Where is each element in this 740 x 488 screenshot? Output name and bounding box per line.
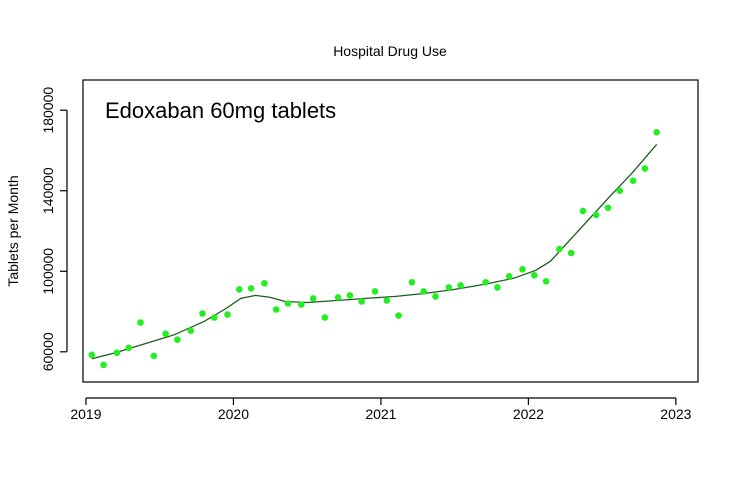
data-point: [137, 319, 144, 326]
data-point: [298, 301, 305, 308]
y-tick-label: 140000: [40, 167, 56, 214]
data-point: [272, 306, 280, 313]
data-point: [346, 292, 354, 299]
y-tick-label: 60000: [40, 332, 56, 371]
data-point: [236, 286, 243, 293]
trend-line: [91, 143, 658, 360]
plot-frame: [82, 79, 699, 383]
series-layer: [88, 129, 660, 369]
data-point: [408, 279, 416, 286]
data-point: [629, 177, 637, 184]
data-point: [100, 361, 107, 369]
data-point: [592, 211, 600, 219]
data-point: [505, 273, 513, 280]
data-point: [395, 312, 402, 319]
x-tick-label: 2022: [513, 406, 544, 422]
data-point: [616, 187, 624, 194]
data-point: [383, 297, 391, 304]
data-point: [494, 284, 501, 291]
data-point: [432, 293, 439, 300]
x-tick-label: 2021: [365, 406, 396, 422]
data-point: [113, 349, 121, 357]
data-point: [542, 278, 550, 285]
data-point: [162, 330, 169, 338]
data-point: [247, 285, 255, 292]
x-tick-label: 2023: [660, 406, 691, 422]
data-point: [150, 352, 158, 360]
data-point: [420, 288, 428, 295]
x-tick-label: 2020: [218, 406, 249, 422]
x-tick-label: 2019: [70, 406, 101, 422]
data-point: [334, 294, 342, 301]
data-point: [88, 351, 96, 359]
data-point: [579, 207, 587, 215]
data-point: [604, 204, 612, 212]
y-tick-label: 100000: [40, 248, 56, 295]
data-point: [371, 288, 379, 295]
data-point: [224, 311, 231, 318]
data-point: [457, 282, 464, 289]
data-point: [567, 249, 575, 257]
y-axis-label: Tablets per Month: [5, 175, 21, 286]
data-point: [641, 165, 649, 172]
data-point: [125, 344, 132, 352]
axes-group: 2019 2020 2021 2022 2023 60000 100000 140000 180…: [40, 87, 692, 422]
data-point: [445, 284, 453, 291]
data-point: [653, 129, 660, 136]
data-point: [187, 327, 194, 335]
data-point: [199, 310, 206, 317]
data-point: [211, 314, 218, 321]
data-point: [261, 280, 268, 287]
data-point: [482, 279, 489, 286]
data-point: [309, 295, 317, 302]
plot-annotation: Edoxaban 60mg tablets: [105, 98, 336, 123]
data-point: [556, 245, 563, 253]
data-point: [531, 272, 538, 279]
data-point: [174, 336, 181, 344]
data-point: [358, 298, 366, 305]
data-point: [284, 300, 292, 307]
chart-title: Hospital Drug Use: [333, 43, 447, 59]
data-point: [519, 266, 526, 273]
y-tick-label: 180000: [40, 87, 56, 134]
data-point: [321, 314, 329, 321]
